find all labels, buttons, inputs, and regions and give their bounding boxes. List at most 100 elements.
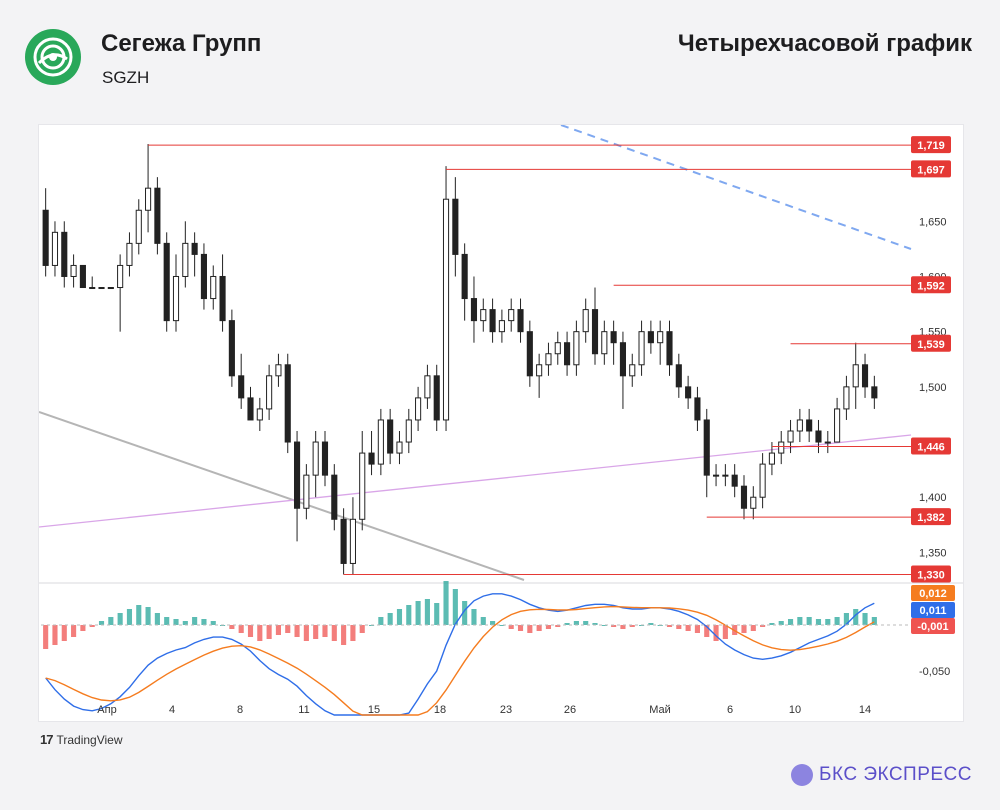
candle-up <box>545 353 552 366</box>
tradingview-mark: 17 TradingView <box>40 732 123 747</box>
macd-hist-bar <box>452 589 458 625</box>
level-tag <box>911 276 951 294</box>
candle-up <box>396 441 403 454</box>
macd-hist-bar <box>741 625 747 633</box>
candle-up <box>834 408 841 443</box>
candle-up <box>377 419 384 465</box>
level-label: 1,539 <box>917 339 945 351</box>
segezha-logo-icon <box>33 37 73 77</box>
candle-down <box>340 518 347 564</box>
level-tag <box>911 565 951 583</box>
macd-hist-bar <box>52 625 58 645</box>
macd-hist-bar <box>545 625 552 629</box>
macd-hist-bar <box>359 625 365 633</box>
macd-hist-bar <box>294 625 300 637</box>
candle-up <box>536 364 543 377</box>
macd-hist-bar <box>490 621 496 625</box>
macd-hist-bar <box>499 625 505 626</box>
level-label: 1,719 <box>917 140 945 152</box>
candle-up <box>135 209 142 244</box>
candle-up <box>750 496 757 509</box>
macd-value-tag <box>911 602 955 618</box>
candle-down <box>675 364 682 388</box>
candle-up <box>638 331 645 366</box>
candle-up <box>498 320 505 333</box>
bks-brand: БКС ЭКСПРЕСС <box>791 764 972 786</box>
macd-hist-bar <box>182 621 188 625</box>
macd-hist-bar <box>80 625 86 631</box>
candle-down <box>731 474 738 487</box>
macd-hist-bar <box>229 625 235 629</box>
macd-hist-bar <box>555 625 561 627</box>
candle-down <box>331 474 338 520</box>
macd-hist-bar <box>853 609 859 625</box>
candle-up <box>843 386 850 410</box>
macd-hist-bar <box>322 625 328 637</box>
candle-down <box>610 331 617 344</box>
candle-up <box>210 275 217 300</box>
macd-hist-bar <box>210 621 216 625</box>
macd-hist-bar <box>611 625 617 627</box>
macd-hist-bar <box>43 625 49 649</box>
macd-hist-bar <box>275 625 281 635</box>
trend-line-dashed <box>560 124 912 250</box>
candle-down <box>191 242 198 255</box>
candle-down <box>694 397 701 421</box>
macd-hist-bar <box>480 617 486 625</box>
macd-hist-bar <box>126 609 133 625</box>
macd-hist-bar <box>508 625 514 629</box>
macd-hist-bar <box>862 613 868 625</box>
signal-line <box>45 605 875 716</box>
candle-down <box>284 364 291 443</box>
macd-hist-bar <box>266 625 272 639</box>
macd-hist-bar <box>769 623 775 625</box>
level-label: 1,446 <box>917 441 945 453</box>
candle-up <box>303 474 310 509</box>
macd-hist-bar <box>415 601 421 625</box>
macd-hist-bar <box>797 617 803 625</box>
macd-hist-bar <box>192 617 198 625</box>
macd-hist-bar <box>331 625 337 641</box>
bks-logo-icon <box>791 764 813 786</box>
candle-down <box>517 309 524 333</box>
candle-down <box>163 242 170 322</box>
macd-hist-bar <box>871 617 877 625</box>
level-tag <box>911 334 951 352</box>
macd-hist-bar <box>825 619 831 625</box>
macd-hist-bar <box>704 625 710 637</box>
macd-hist-bar <box>787 619 794 625</box>
candle-up <box>70 264 77 277</box>
candle-up <box>852 364 859 388</box>
candle-down <box>591 309 599 355</box>
macd-hist-bar <box>806 617 812 625</box>
macd-hist-bar <box>527 625 533 633</box>
macd-hist-bar <box>564 623 570 625</box>
macd-hist-bar <box>573 621 579 625</box>
macd-hist-bar <box>285 625 291 633</box>
y-tick-label: 1,400 <box>919 492 947 504</box>
candle-down <box>619 342 627 377</box>
company-name: Сегежа Групп <box>101 30 262 57</box>
macd-hist-bar <box>685 625 691 631</box>
candle-up <box>424 375 431 399</box>
macd-hist-bar <box>462 601 468 625</box>
candle-up <box>582 309 589 333</box>
macd-hist-bar <box>434 603 440 625</box>
candle-up <box>89 287 96 290</box>
x-tick-label: 26 <box>564 704 576 716</box>
candle-down <box>228 320 235 377</box>
macd-hist-bar <box>517 625 524 631</box>
candle-down <box>489 309 496 333</box>
macd-hist-bar <box>676 625 682 629</box>
candle-up <box>405 419 412 443</box>
macd-hist-bar <box>89 625 95 627</box>
tradingview-logo-icon: 17 <box>40 732 54 747</box>
candle-up <box>359 452 366 520</box>
candle-down <box>871 386 878 399</box>
candle-up <box>349 518 356 564</box>
candle-down <box>815 430 822 443</box>
level-label: 1,592 <box>917 280 945 292</box>
level-label: 1,697 <box>917 164 945 176</box>
level-tag <box>911 136 951 154</box>
